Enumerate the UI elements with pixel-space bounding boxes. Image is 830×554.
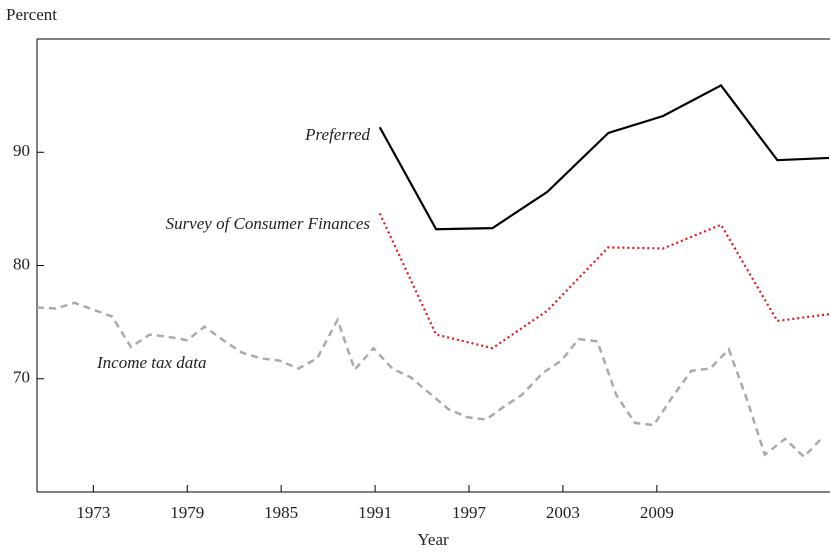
x-axis-label: Year [417, 530, 449, 549]
series-label: Survey of Consumer Finances [166, 214, 371, 233]
series-line [378, 212, 830, 350]
series-label: Preferred [304, 125, 370, 144]
y-axis-label: Percent [6, 5, 57, 24]
x-tick-label: 1979 [170, 503, 204, 522]
x-tick-label: 1997 [452, 503, 487, 522]
series-label: Income tax data [96, 353, 207, 372]
y-tick-label: 80 [13, 254, 30, 273]
series-line [36, 301, 823, 459]
x-tick-label: 2009 [640, 503, 674, 522]
series-line [378, 84, 830, 231]
x-tick-label: 1973 [76, 503, 110, 522]
y-tick-label: 90 [13, 141, 30, 160]
x-tick-label: 2003 [546, 503, 580, 522]
y-tick-label: 70 [13, 368, 30, 387]
x-tick-label: 1985 [264, 503, 298, 522]
x-tick-label: 1991 [358, 503, 392, 522]
